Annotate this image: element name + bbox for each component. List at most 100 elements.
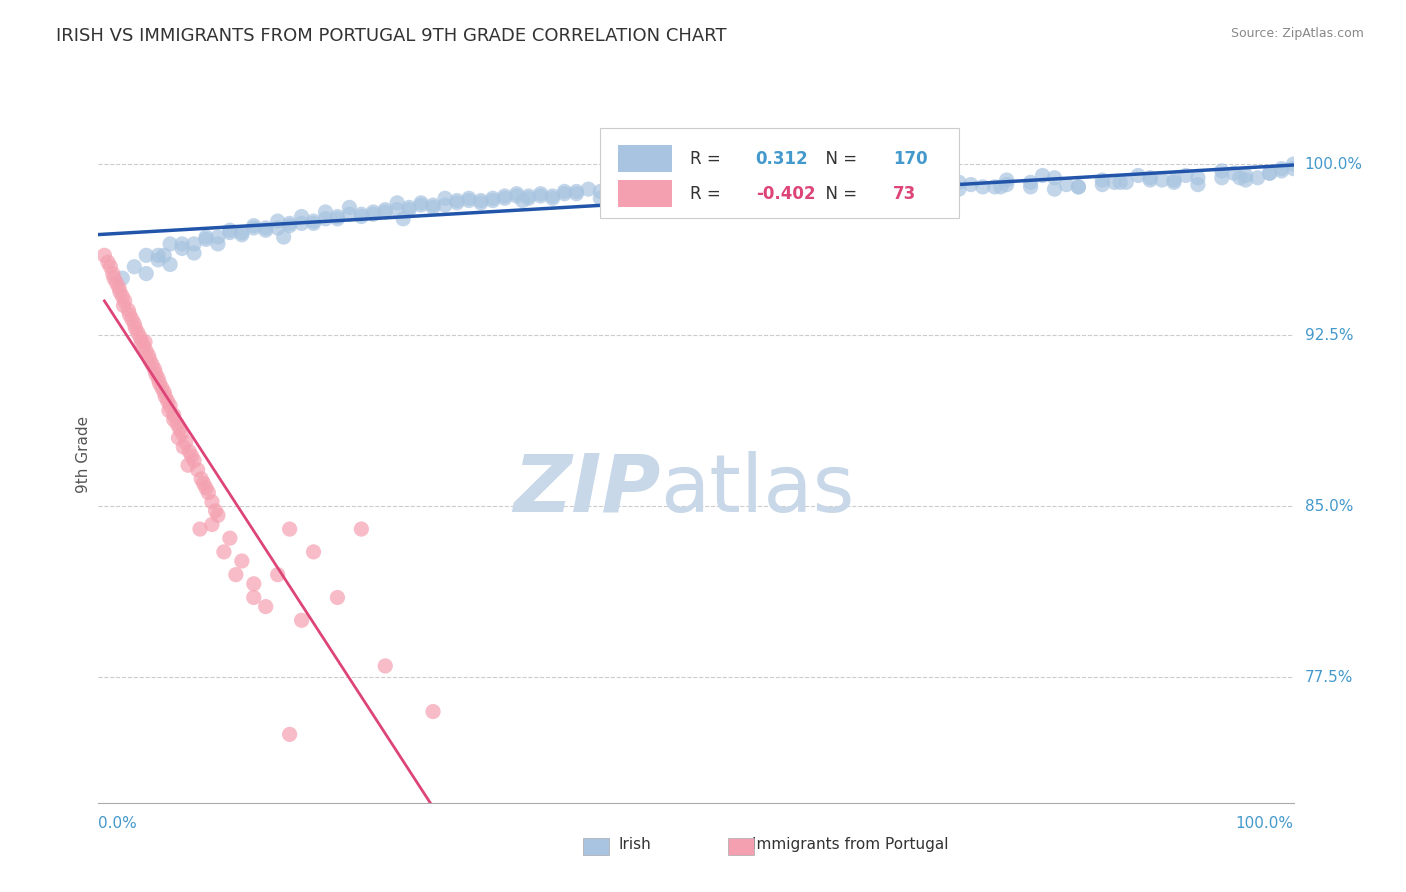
Text: N =: N =	[815, 185, 863, 203]
Point	[148, 252, 170, 267]
Point	[254, 221, 277, 235]
Point	[751, 185, 773, 199]
Point	[153, 385, 176, 400]
Point	[1102, 175, 1125, 189]
Point	[194, 232, 217, 246]
Point	[183, 236, 205, 251]
Point	[733, 185, 755, 199]
Point	[756, 180, 779, 194]
Point	[673, 178, 696, 192]
Point	[529, 186, 551, 201]
Point	[117, 303, 139, 318]
Point	[124, 260, 146, 274]
Point	[207, 230, 229, 244]
Point	[267, 567, 290, 582]
Point	[517, 189, 540, 203]
Point	[157, 403, 180, 417]
Point	[392, 211, 415, 226]
Point	[207, 236, 229, 251]
Point	[1246, 170, 1268, 185]
Point	[121, 312, 143, 326]
Point	[1054, 178, 1078, 192]
Point	[166, 417, 188, 431]
Point	[156, 394, 179, 409]
Point	[124, 321, 146, 335]
Text: Source: ZipAtlas.com: Source: ZipAtlas.com	[1230, 27, 1364, 40]
Point	[183, 246, 205, 260]
Text: 0.312: 0.312	[756, 150, 808, 169]
Point	[924, 185, 946, 199]
Point	[1175, 169, 1198, 183]
Point	[948, 175, 970, 189]
Point	[254, 223, 277, 237]
Text: 85.0%: 85.0%	[1305, 499, 1353, 514]
Point	[134, 334, 156, 349]
Point	[207, 508, 229, 523]
Point	[1091, 173, 1114, 187]
Text: IRISH VS IMMIGRANTS FROM PORTUGAL 9TH GRADE CORRELATION CHART: IRISH VS IMMIGRANTS FROM PORTUGAL 9TH GR…	[56, 27, 727, 45]
Point	[374, 202, 396, 217]
Point	[828, 194, 851, 208]
Point	[411, 195, 433, 210]
Point	[326, 210, 349, 224]
Point	[1109, 175, 1132, 189]
Point	[876, 186, 898, 201]
Point	[302, 216, 325, 230]
Point	[131, 334, 153, 349]
Point	[685, 185, 707, 199]
Point	[565, 185, 588, 199]
Text: Irish: Irish	[619, 837, 651, 852]
Point	[554, 185, 576, 199]
Text: 100.0%: 100.0%	[1236, 816, 1294, 831]
Text: R =: R =	[690, 185, 725, 203]
Point	[481, 191, 505, 205]
Point	[105, 276, 128, 290]
Point	[780, 185, 803, 199]
Point	[983, 180, 1005, 194]
Point	[1211, 170, 1233, 185]
Point	[924, 180, 946, 194]
Point	[900, 182, 922, 196]
Point	[935, 173, 957, 187]
Point	[138, 349, 160, 363]
Point	[433, 198, 456, 212]
Point	[512, 194, 534, 208]
Point	[661, 185, 683, 199]
Point	[1150, 173, 1173, 187]
Point	[1128, 169, 1150, 183]
Point	[159, 236, 181, 251]
Point	[494, 191, 516, 205]
Point	[709, 195, 731, 210]
Point	[446, 195, 468, 210]
Point	[172, 440, 194, 454]
Point	[174, 435, 197, 450]
Point	[111, 271, 134, 285]
Point	[163, 408, 186, 422]
Point	[1139, 173, 1161, 187]
Point	[141, 358, 163, 372]
Point	[302, 214, 325, 228]
Point	[326, 211, 349, 226]
Point	[839, 178, 862, 192]
Point	[204, 504, 226, 518]
Point	[685, 180, 707, 194]
Point	[114, 293, 136, 308]
Point	[302, 545, 325, 559]
Point	[589, 191, 612, 205]
Text: atlas: atlas	[661, 450, 855, 529]
Point	[529, 189, 551, 203]
Point	[194, 481, 217, 495]
Point	[197, 485, 219, 500]
Point	[1187, 170, 1209, 185]
Point	[177, 458, 200, 473]
Point	[231, 227, 253, 242]
Text: 77.5%: 77.5%	[1305, 670, 1353, 685]
Point	[995, 173, 1018, 187]
Point	[793, 182, 815, 196]
Point	[363, 207, 385, 221]
Point	[1115, 175, 1137, 189]
Point	[148, 376, 170, 390]
Point	[1019, 175, 1042, 189]
Point	[990, 180, 1012, 194]
Point	[1091, 178, 1114, 192]
